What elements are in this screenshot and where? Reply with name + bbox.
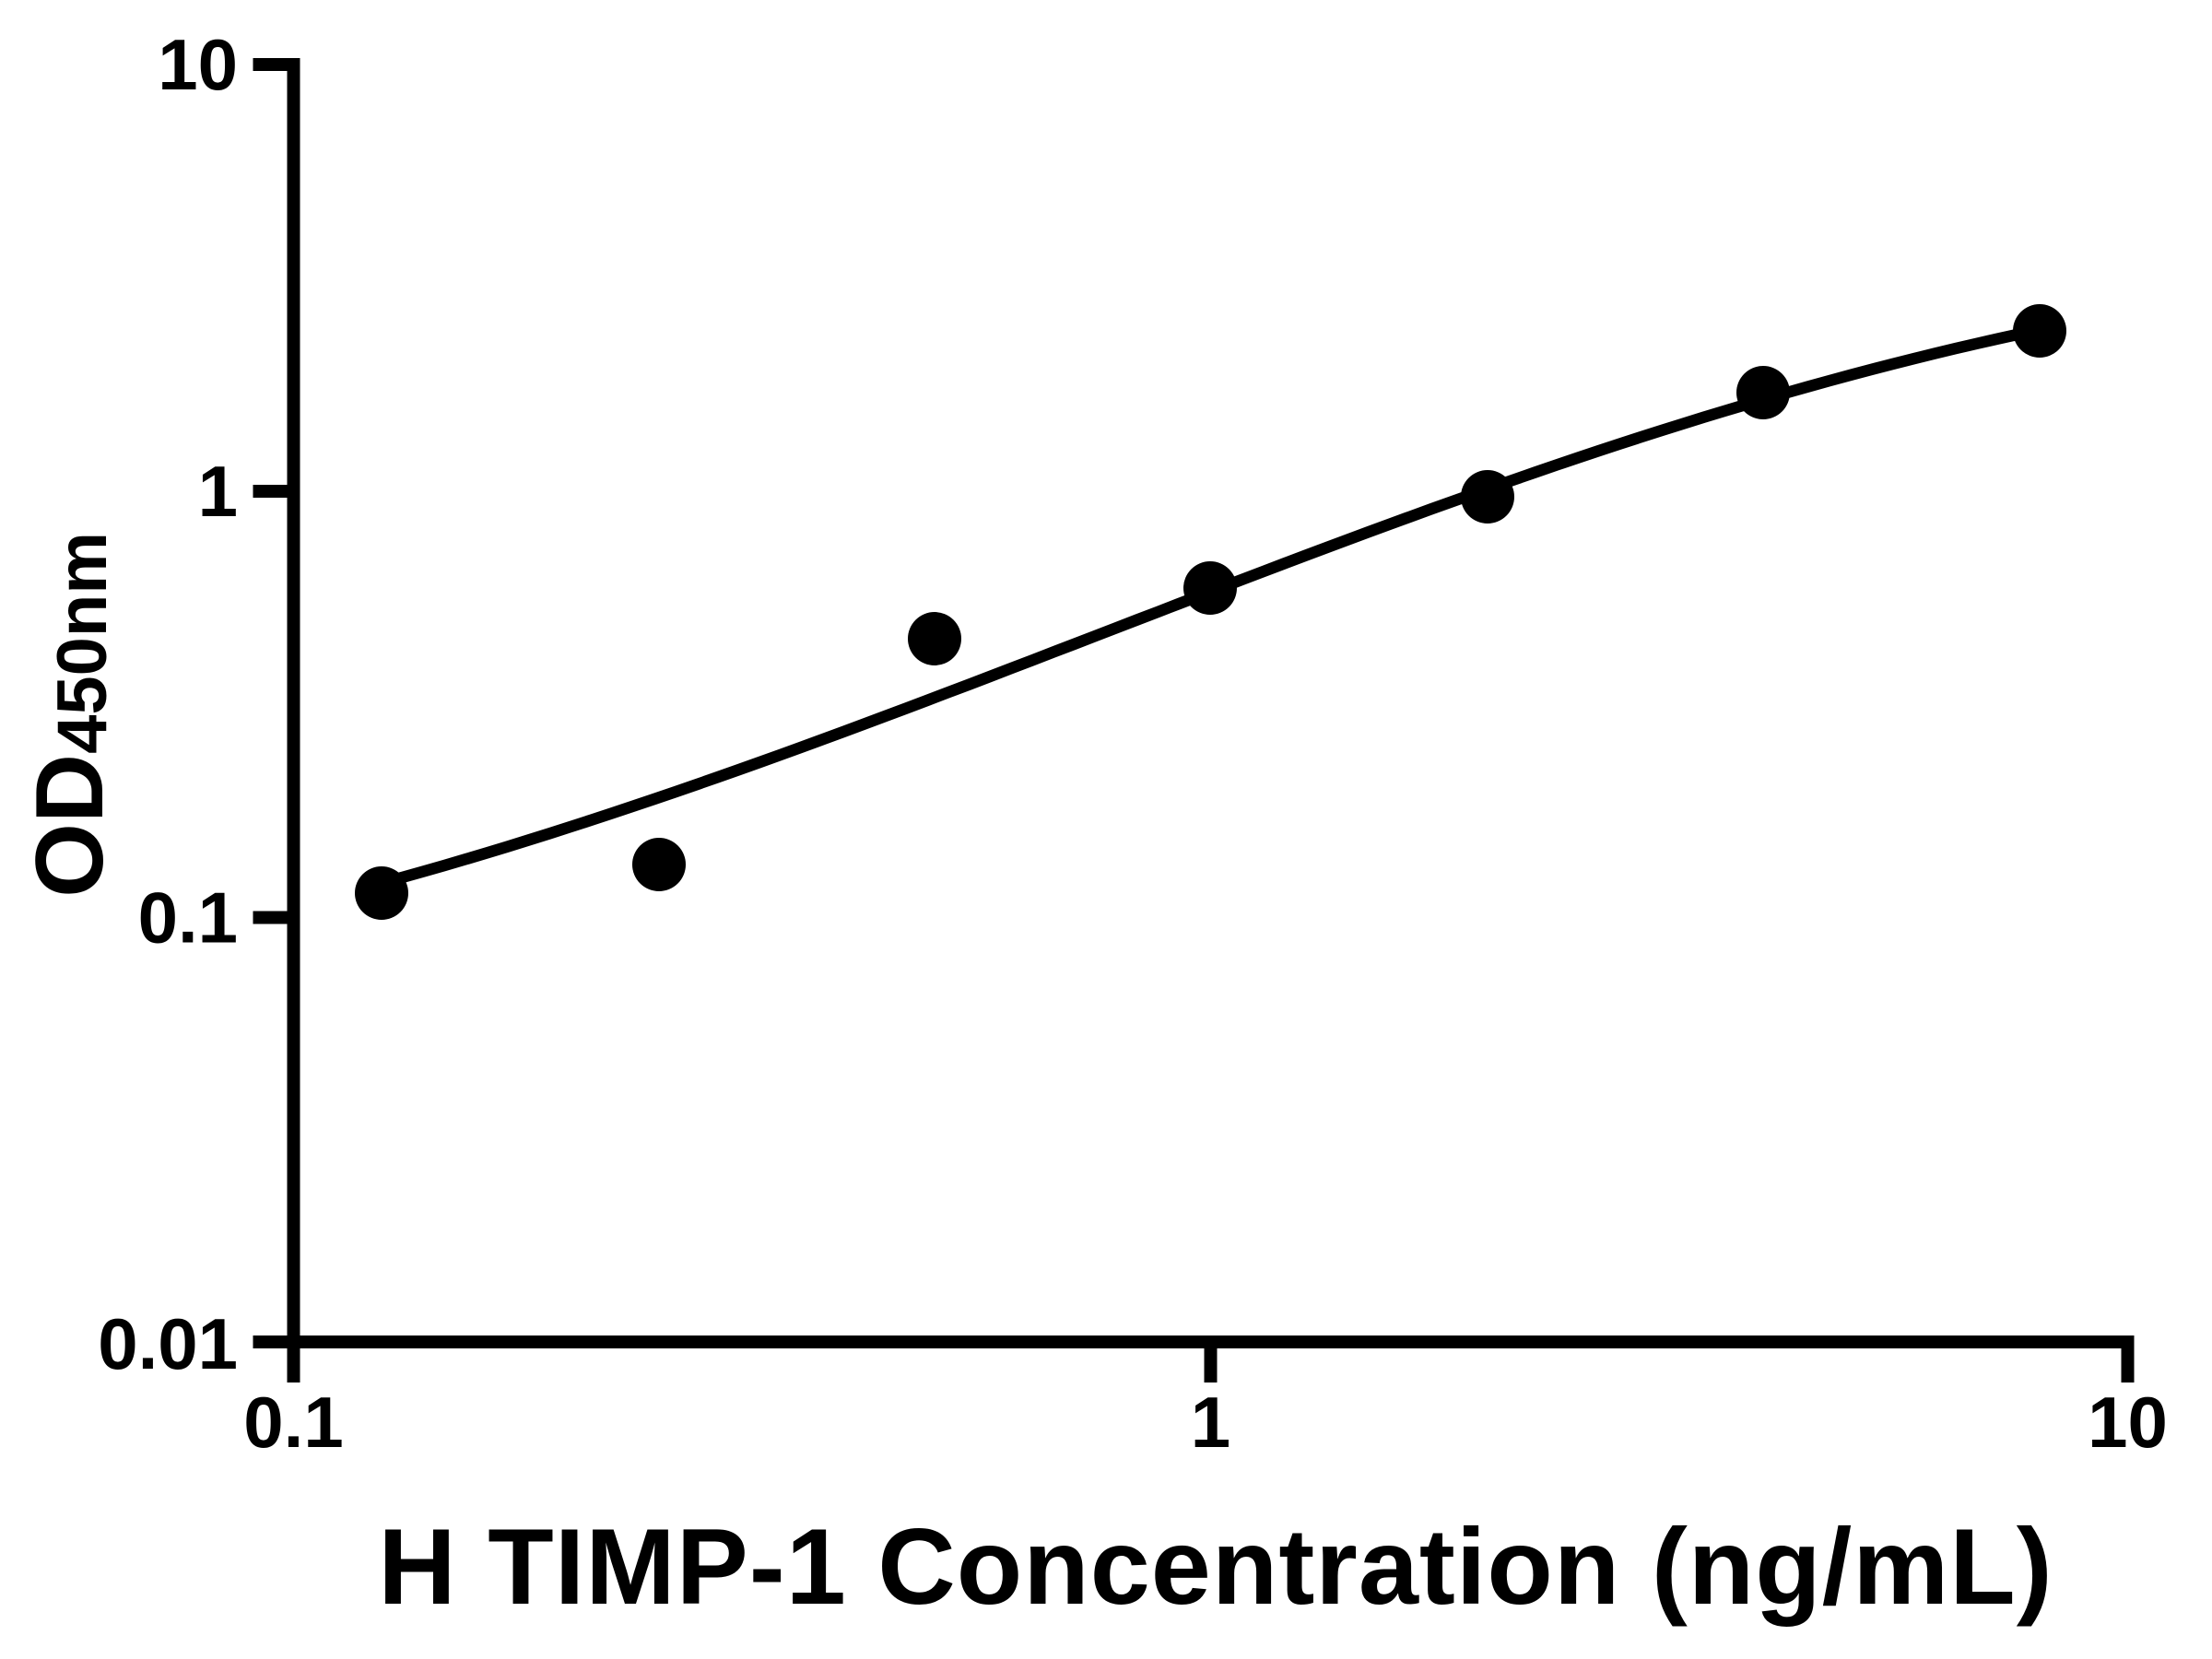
- svg-text:0.01: 0.01: [98, 1303, 238, 1384]
- svg-text:10: 10: [158, 24, 238, 105]
- svg-text:0.1: 0.1: [243, 1382, 343, 1463]
- svg-text:1: 1: [1191, 1382, 1230, 1463]
- svg-text:10: 10: [2088, 1382, 2168, 1463]
- svg-text:0.1: 0.1: [138, 877, 238, 959]
- svg-text:1: 1: [198, 451, 238, 532]
- svg-text:H TIMP-1 Concentration (ng/mL): H TIMP-1 Concentration (ng/mL): [378, 1506, 2053, 1627]
